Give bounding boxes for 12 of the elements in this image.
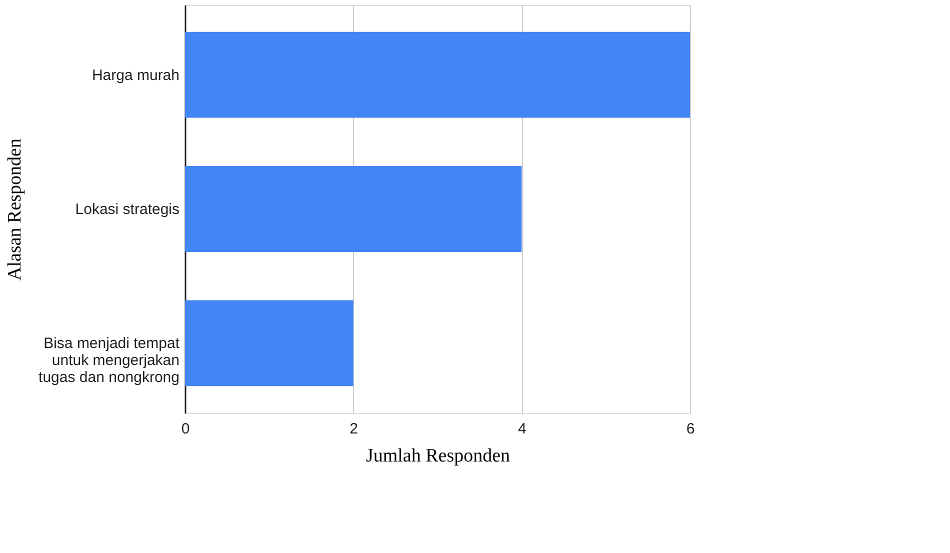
y-tick-label: Harga murah [92,66,180,84]
x-tick-label: 2 [350,420,358,438]
y-tick-label: Lokasi strategis [75,201,180,218]
x-tick-label: 4 [518,420,526,438]
bar [185,166,522,252]
x-tick-label: 0 [181,420,190,438]
y-axis-title: Alasan Responden [4,138,26,280]
y-tick-label: Bisa menjadi tempat untuk mengerjakan tugas dan nongkrong [38,335,180,386]
x-axis-title: Jumlah Responden [366,446,511,466]
bar [185,32,690,118]
bar [185,300,354,386]
x-tick-label: 6 [686,420,695,438]
